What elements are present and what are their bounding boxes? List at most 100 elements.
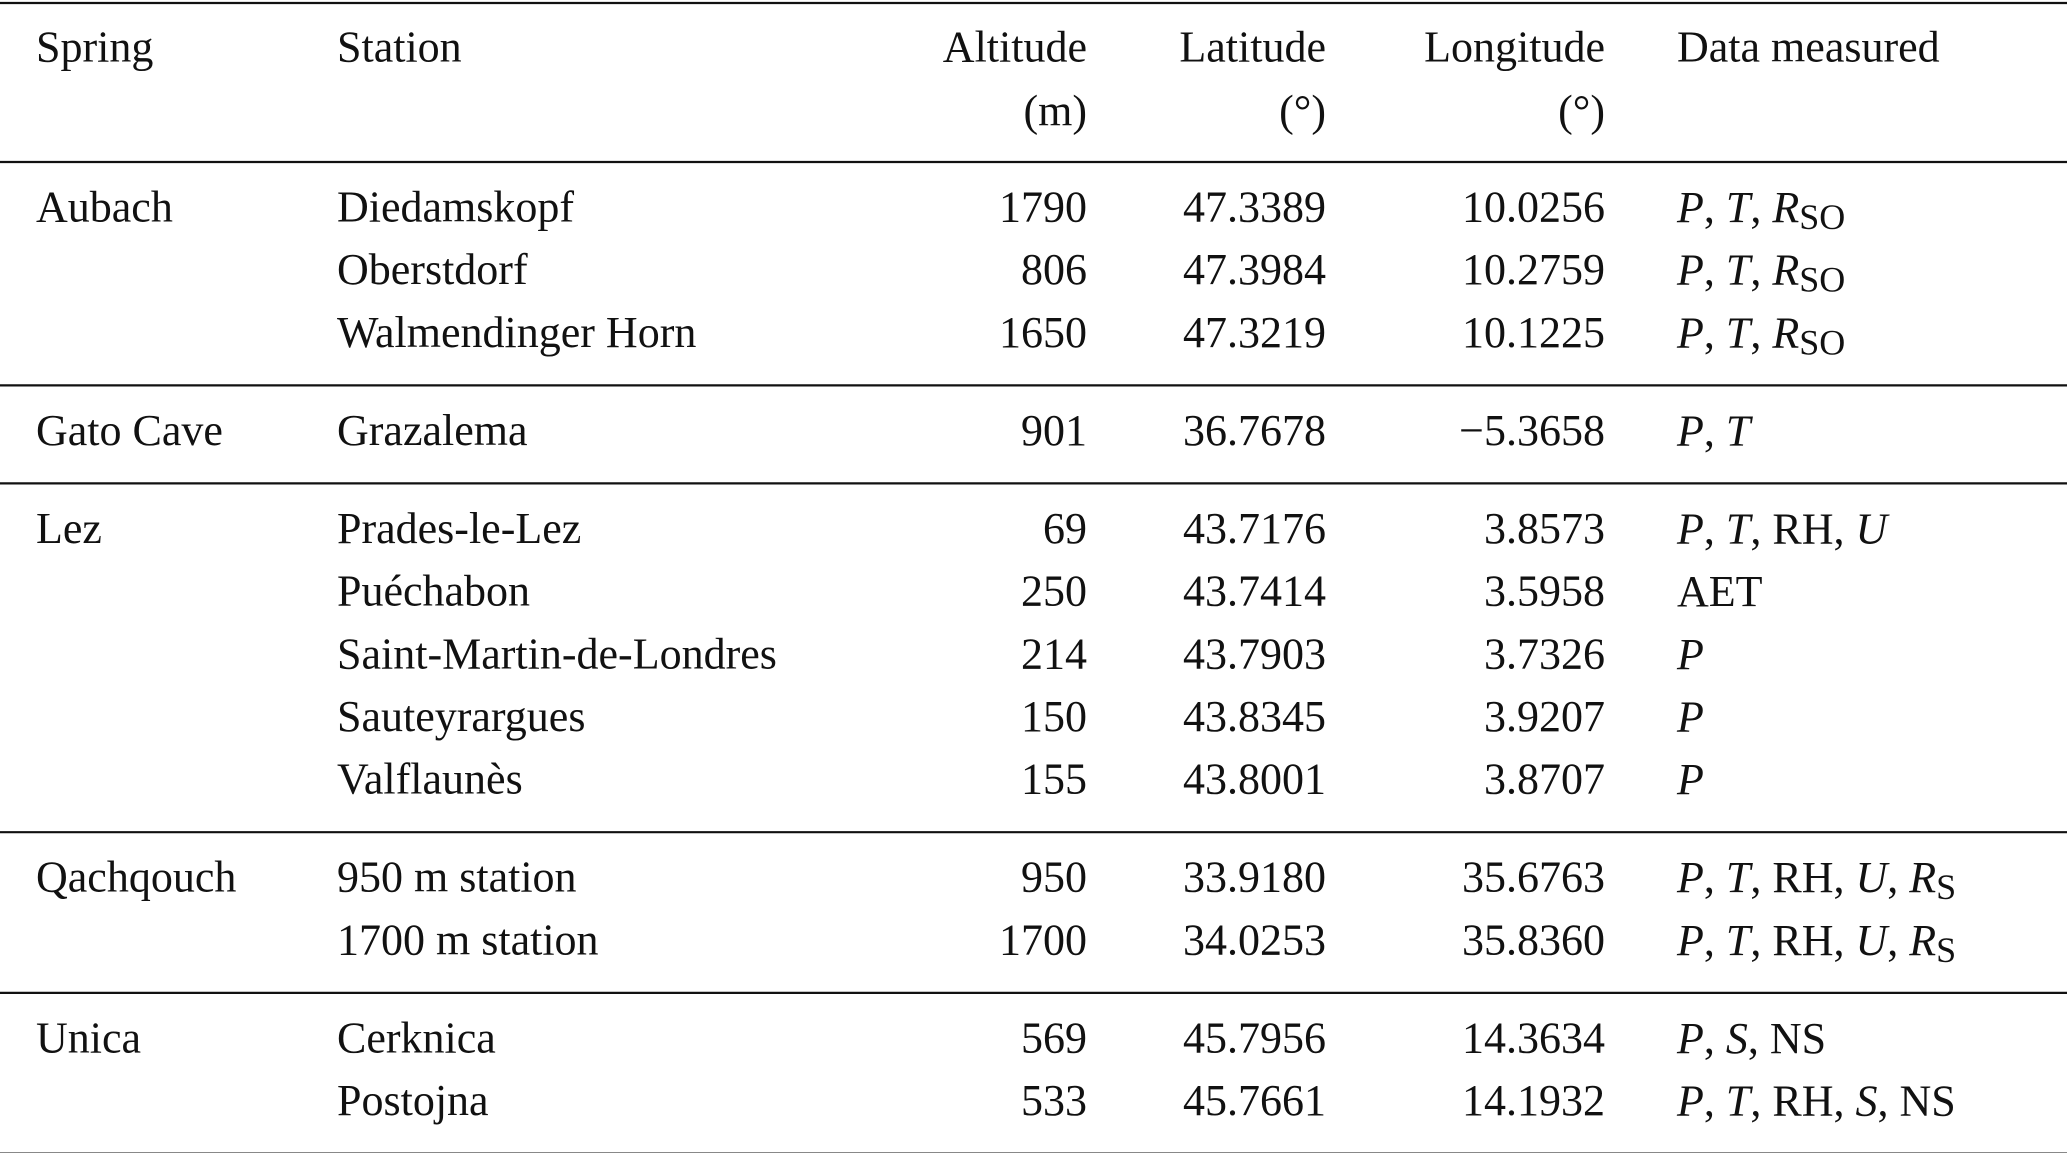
cell-station: Oberstdorf xyxy=(337,245,528,294)
data-item: , xyxy=(1750,245,1772,294)
spring-name: Gato Cave xyxy=(36,406,223,455)
cell-longitude: 10.0256 xyxy=(1462,183,1605,232)
cell-latitude: 36.7678 xyxy=(1183,406,1326,455)
data-item: T xyxy=(1726,183,1754,232)
cell-altitude: 1790 xyxy=(999,183,1087,232)
cell-station: Saint-Martin-de-Londres xyxy=(337,629,777,678)
data-item: , NS xyxy=(1748,1013,1826,1062)
data-item: U xyxy=(1856,504,1891,553)
column-header: Altitude xyxy=(943,23,1087,72)
data-item: , xyxy=(1887,915,1909,964)
data-item: R xyxy=(1908,853,1936,902)
data-item: P xyxy=(1676,504,1704,553)
cell-longitude: 35.8360 xyxy=(1462,915,1605,964)
data-item: , RH, xyxy=(1750,853,1855,902)
data-item: S xyxy=(1726,1013,1748,1062)
cell-latitude: 43.8345 xyxy=(1183,692,1326,741)
cell-data-measured: P, T, RSO xyxy=(1676,183,1845,238)
column-header: Data measured xyxy=(1677,23,1940,72)
data-item: R xyxy=(1908,915,1936,964)
cell-data-measured: P, T, RSO xyxy=(1676,308,1845,363)
data-item: T xyxy=(1726,853,1754,902)
data-item: U xyxy=(1856,915,1891,964)
data-item: S xyxy=(1856,1076,1878,1125)
subscript: S xyxy=(1936,930,1956,970)
data-item: R xyxy=(1771,245,1799,294)
data-item: , xyxy=(1704,1013,1726,1062)
subscript: SO xyxy=(1799,260,1845,300)
data-item: P xyxy=(1676,1076,1704,1125)
spring-name: Unica xyxy=(36,1013,141,1062)
data-item: P xyxy=(1676,853,1704,902)
data-item: , xyxy=(1704,853,1726,902)
data-item: , RH, xyxy=(1750,1076,1855,1125)
data-item: T xyxy=(1726,504,1754,553)
cell-longitude: 3.8707 xyxy=(1484,755,1605,804)
spring-name: Lez xyxy=(36,504,102,553)
cell-station: Grazalema xyxy=(337,406,528,455)
cell-latitude: 47.3984 xyxy=(1183,245,1326,294)
cell-latitude: 45.7956 xyxy=(1183,1013,1326,1062)
cell-longitude: 14.1932 xyxy=(1462,1076,1605,1125)
data-item: T xyxy=(1726,915,1754,964)
cell-latitude: 45.7661 xyxy=(1183,1076,1326,1125)
cell-latitude: 33.9180 xyxy=(1183,853,1326,902)
cell-longitude: 3.9207 xyxy=(1484,692,1605,741)
cell-station: Puéchabon xyxy=(337,567,530,616)
data-item: , RH, xyxy=(1750,504,1855,553)
spring-name: Qachqouch xyxy=(36,853,236,902)
column-header: (m) xyxy=(1023,87,1087,136)
cell-latitude: 43.7414 xyxy=(1183,567,1326,616)
column-header: (°) xyxy=(1558,87,1605,136)
data-item: , xyxy=(1887,853,1909,902)
data-item: , xyxy=(1704,308,1726,357)
data-item: , xyxy=(1704,245,1726,294)
data-item: , NS xyxy=(1878,1076,1956,1125)
cell-latitude: 43.7903 xyxy=(1183,629,1326,678)
data-item: T xyxy=(1726,308,1754,357)
cell-data-measured: P, T xyxy=(1676,406,1754,455)
data-item: , xyxy=(1704,915,1726,964)
cell-data-measured: P, S, NS xyxy=(1676,1013,1826,1062)
cell-data-measured: P, T, RH, U, RS xyxy=(1676,853,1956,908)
cell-longitude: 14.3634 xyxy=(1462,1013,1605,1062)
data-item: , xyxy=(1750,183,1772,232)
data-item: T xyxy=(1726,245,1754,294)
cell-longitude: −5.3658 xyxy=(1459,406,1605,455)
cell-data-measured: P xyxy=(1676,692,1704,741)
cell-latitude: 43.7176 xyxy=(1183,504,1326,553)
column-header: Spring xyxy=(36,23,153,72)
cell-longitude: 3.8573 xyxy=(1484,504,1605,553)
data-item: , xyxy=(1750,308,1772,357)
subscript: SO xyxy=(1799,197,1845,237)
cell-altitude: 69 xyxy=(1043,504,1087,553)
data-item: R xyxy=(1771,183,1799,232)
data-item: R xyxy=(1771,308,1799,357)
data-item: P xyxy=(1676,692,1704,741)
cell-data-measured: P xyxy=(1676,755,1704,804)
cell-altitude: 950 xyxy=(1021,853,1087,902)
cell-data-measured: P, T, RH, U, RS xyxy=(1676,915,1956,970)
data-item: P xyxy=(1676,406,1704,455)
cell-altitude: 155 xyxy=(1021,755,1087,804)
data-item: P xyxy=(1676,755,1704,804)
data-item: U xyxy=(1856,853,1891,902)
data-item: , xyxy=(1704,406,1726,455)
cell-latitude: 47.3219 xyxy=(1183,308,1326,357)
cell-altitude: 806 xyxy=(1021,245,1087,294)
cell-station: Sauteyrargues xyxy=(337,692,585,741)
cell-data-measured: P xyxy=(1676,629,1704,678)
cell-altitude: 1650 xyxy=(999,308,1087,357)
cell-latitude: 47.3389 xyxy=(1183,183,1326,232)
cell-station: 950 m station xyxy=(337,853,577,902)
data-item: T xyxy=(1726,1076,1754,1125)
cell-station: Prades-le-Lez xyxy=(337,504,581,553)
cell-data-measured: P, T, RH, S, NS xyxy=(1676,1076,1956,1125)
cell-data-measured: P, T, RH, U xyxy=(1676,504,1891,553)
cell-altitude: 901 xyxy=(1021,406,1087,455)
cell-longitude: 10.2759 xyxy=(1462,245,1605,294)
data-item: , RH, xyxy=(1750,915,1855,964)
data-item: P xyxy=(1676,308,1704,357)
